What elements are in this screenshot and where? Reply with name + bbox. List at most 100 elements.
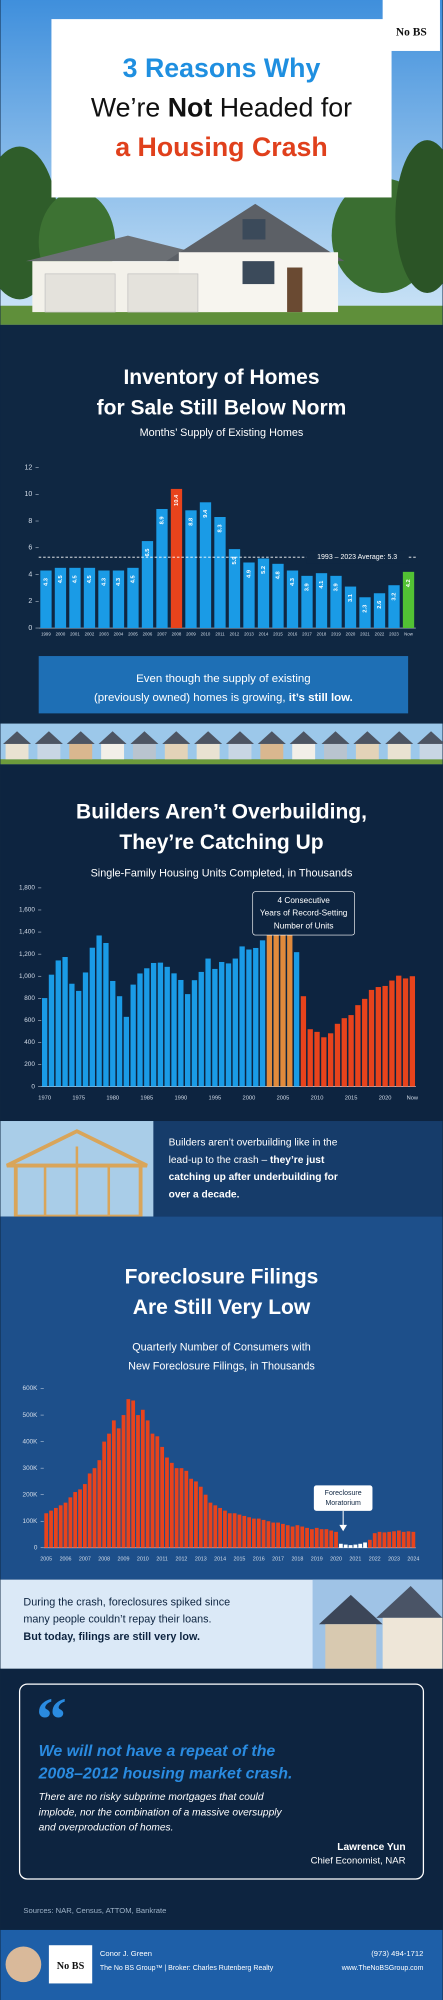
annotation-arrowhead	[339, 1524, 347, 1532]
y-tick-label: 300K	[23, 1465, 39, 1472]
x-tick-label: 2005	[277, 1096, 290, 1102]
x-tick-label: 2018	[317, 632, 327, 637]
value-label: 10.4	[174, 494, 180, 506]
x-tick-label: 1995	[209, 1096, 222, 1102]
strip-house	[387, 743, 411, 760]
x-tick-label: 2018	[291, 1557, 303, 1563]
x-tick-label: 2013	[244, 632, 254, 637]
strip-house	[69, 743, 93, 760]
x-tick-label: Now	[407, 1096, 419, 1102]
bar	[285, 1525, 290, 1548]
callout-line: catching up after underbuilding for	[169, 1172, 338, 1183]
tree	[395, 140, 443, 293]
bar	[199, 502, 212, 629]
y-tick-label: 1,800	[19, 885, 35, 892]
x-tick-label: 2012	[176, 1557, 188, 1563]
y-tick-label: 1,200	[19, 951, 35, 958]
strip-house	[419, 743, 443, 760]
strip-roof	[289, 731, 318, 744]
value-label: 5.9	[232, 557, 238, 565]
bar	[348, 1015, 354, 1087]
y-tick-label: 500K	[23, 1412, 39, 1419]
bar	[329, 1530, 334, 1548]
title-line-part: Not	[168, 93, 213, 123]
bar	[78, 1489, 82, 1548]
bar	[272, 563, 284, 629]
x-tick-label: 1985	[140, 1096, 153, 1102]
bar	[227, 1513, 232, 1548]
annotation: Number of Units	[274, 921, 334, 930]
x-tick-label: 2009	[118, 1557, 130, 1563]
bar	[259, 940, 266, 1087]
bar	[310, 1529, 314, 1548]
strip-roof	[194, 731, 223, 744]
window	[242, 261, 275, 285]
website: www.TheNoBSGroup.com	[341, 1965, 424, 1972]
bar	[334, 1531, 338, 1548]
bar	[409, 976, 416, 1087]
bar	[164, 966, 170, 1087]
bar	[160, 1446, 165, 1548]
callout-line-part: (previously owned) homes is growing,	[94, 692, 289, 704]
x-tick-label: Now	[404, 632, 414, 637]
x-tick-label: 2004	[114, 632, 124, 637]
x-tick-label: 2008	[172, 632, 182, 637]
bar	[219, 961, 225, 1087]
x-tick-label: 2014	[259, 632, 269, 637]
bar	[243, 562, 255, 629]
bar	[205, 958, 211, 1087]
x-tick-label: 2011	[215, 632, 225, 637]
strip-house	[355, 743, 379, 760]
bar	[382, 1532, 387, 1548]
strip-roof	[321, 731, 350, 744]
callout-line-part: But today, filings are still very low.	[23, 1631, 200, 1643]
y-tick-label: 10	[25, 491, 33, 498]
quote-role: Chief Economist, NAR	[311, 1856, 406, 1867]
x-tick-label: 2016	[288, 632, 298, 637]
bar	[110, 980, 116, 1087]
bar	[156, 508, 168, 629]
x-tick-label: 2006	[143, 632, 153, 637]
strip-house	[324, 743, 347, 760]
strip-roof	[385, 731, 414, 744]
bar	[69, 567, 81, 629]
x-tick-label: 2009	[186, 632, 196, 637]
value-label: 4.5	[87, 575, 93, 584]
door	[287, 267, 303, 313]
y-tick-label: 200	[24, 1061, 35, 1068]
strip-house	[37, 743, 61, 760]
bar	[189, 1478, 194, 1548]
bar	[131, 1400, 136, 1548]
bar	[261, 1519, 266, 1548]
x-tick-label: 2019	[331, 632, 341, 637]
bar	[300, 996, 307, 1087]
bar	[208, 1502, 213, 1548]
bar	[203, 1494, 208, 1548]
bar	[141, 541, 154, 629]
bar	[213, 1505, 218, 1548]
x-tick-label: 2021	[360, 632, 370, 637]
bar	[339, 1543, 343, 1548]
x-tick-label: 2013	[195, 1557, 207, 1563]
bar	[348, 1545, 353, 1548]
bar	[271, 1522, 276, 1548]
strip-roof	[34, 731, 63, 744]
callout-line-part: they’re just	[270, 1155, 325, 1166]
y-tick-label: 4	[28, 571, 32, 578]
x-tick-label: 2020	[379, 1096, 392, 1102]
bar	[256, 1518, 261, 1548]
bar	[96, 935, 102, 1087]
strip-roof	[225, 731, 254, 744]
value-label: 3.9	[305, 583, 311, 591]
value-label: 4.5	[72, 575, 78, 584]
bar	[330, 575, 342, 629]
company: The No BS Group™ | Broker: Charles Ruten…	[100, 1965, 274, 1972]
annotation: Years of Record-Setting	[260, 909, 348, 918]
callout-line-part: Builders aren’t overbuilding like in the	[169, 1137, 338, 1148]
bar	[92, 1468, 97, 1548]
y-tick-label: 12	[25, 464, 33, 471]
strip-house	[292, 743, 316, 760]
bar	[257, 558, 270, 629]
x-tick-label: 2017	[302, 632, 312, 637]
